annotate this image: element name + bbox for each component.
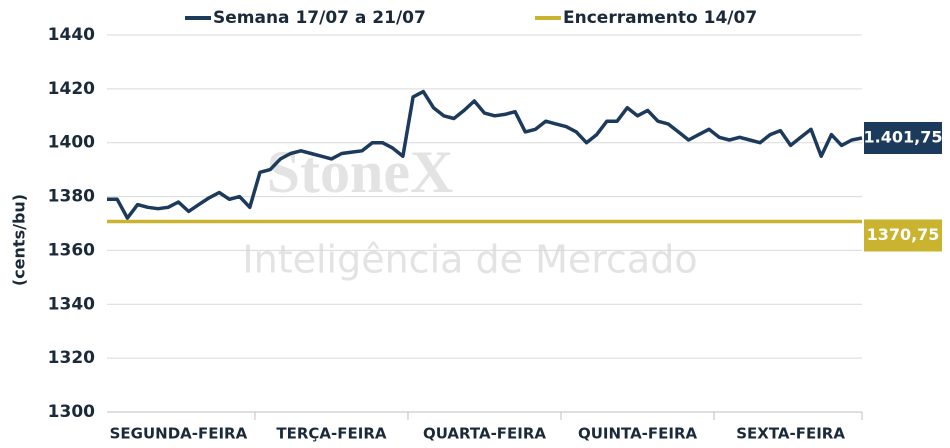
reference-label-box [864,219,942,252]
y-tick-label: 1340 [48,294,95,314]
x-tick-label: SEXTA-FEIRA [736,425,845,443]
reference-label: 1370,75 [867,225,940,244]
x-tick-label: TERÇA-FEIRA [276,425,386,443]
last-value-box [864,122,942,155]
watermark-tagline: Inteligência de Mercado [242,238,697,282]
watermark-brand: StoneX [267,139,454,205]
series-line [107,89,863,220]
y-axis-label: (cents/bu) [10,194,29,286]
y-tick-label: 1440 [48,25,95,45]
x-tick-label: QUARTA-FEIRA [423,425,546,443]
last-value-label: 1.401,75 [864,128,943,147]
y-tick-label: 1360 [48,240,95,260]
y-tick-label: 1400 [48,133,95,153]
y-tick-label: 1300 [48,402,95,422]
y-tick-label: 1380 [48,187,95,207]
y-tick-label: 1420 [48,79,95,99]
legend-label: Semana 17/07 a 21/07 [213,8,426,28]
legend-label: Encerramento 14/07 [563,8,757,28]
x-tick-label: QUINTA-FEIRA [578,425,698,443]
y-tick-label: 1320 [48,348,95,368]
x-tick-label: SEGUNDA-FEIRA [110,425,248,443]
